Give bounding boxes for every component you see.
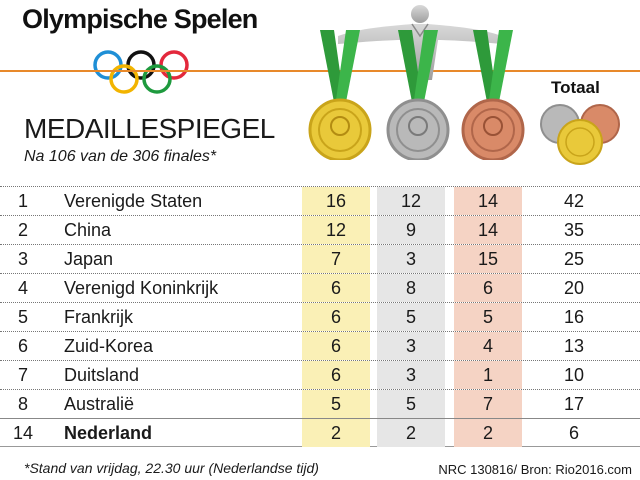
bronze-count-cell: 1 <box>454 361 522 389</box>
country-cell: Nederland <box>64 423 153 443</box>
table-row: 5 Frankrijk 6 5 5 16 <box>0 302 640 331</box>
rank-cell: 6 <box>17 336 28 356</box>
total-count-cell: 42 <box>563 191 585 211</box>
table-row: 6 Zuid-Korea 6 3 4 13 <box>0 331 640 360</box>
total-count-cell: 17 <box>563 394 585 414</box>
silver-count-cell: 3 <box>377 332 445 360</box>
gold-count-cell: 6 <box>302 274 370 302</box>
rank-cell: 14 <box>12 423 34 443</box>
table-row: 3 Japan 7 3 15 25 <box>0 244 640 273</box>
total-count-cell: 6 <box>568 423 579 443</box>
total-count-cell: 10 <box>563 365 585 385</box>
silver-count-cell: 3 <box>377 245 445 273</box>
gold-count-cell: 6 <box>302 361 370 389</box>
bronze-count-cell: 5 <box>454 303 522 331</box>
total-count-cell: 16 <box>563 307 585 327</box>
header-divider <box>0 70 640 72</box>
olympic-rings-icon <box>93 50 189 94</box>
medal-table: 1 Verenigde Staten 16 12 14 42 2 China 12 9 14 35 3 J… <box>0 186 640 447</box>
rank-cell: 4 <box>17 278 28 298</box>
footnote: *Stand van vrijdag, 22.30 uur (Nederland… <box>24 460 319 476</box>
country-cell: Verenigde Staten <box>64 191 203 211</box>
bronze-count-cell: 14 <box>454 216 522 244</box>
total-count-cell: 13 <box>563 336 585 356</box>
page-title: Olympische Spelen <box>22 4 258 34</box>
silver-count-cell: 9 <box>377 216 445 244</box>
rank-cell: 8 <box>17 394 28 414</box>
table-row: 7 Duitsland 6 3 1 10 <box>0 360 640 389</box>
bronze-count-cell: 6 <box>454 274 522 302</box>
gold-count-cell: 16 <box>302 187 370 215</box>
rank-cell: 3 <box>17 249 28 269</box>
gold-medal-icon <box>308 30 372 160</box>
rank-cell: 2 <box>17 220 28 240</box>
gold-count-cell: 12 <box>302 216 370 244</box>
bronze-count-cell: 2 <box>454 419 522 447</box>
gold-count-cell: 2 <box>302 419 370 447</box>
silver-count-cell: 5 <box>377 303 445 331</box>
silver-medal-icon <box>386 30 450 160</box>
gold-count-cell: 6 <box>302 332 370 360</box>
totaal-label: Totaal <box>551 78 600 97</box>
rank-cell: 1 <box>17 191 28 211</box>
gold-count-cell: 7 <box>302 245 370 273</box>
gold-count-cell: 5 <box>302 390 370 418</box>
total-count-cell: 20 <box>563 278 585 298</box>
table-row: 2 China 12 9 14 35 <box>0 215 640 244</box>
table-row: 4 Verenigd Koninkrijk 6 8 6 20 <box>0 273 640 302</box>
bronze-count-cell: 15 <box>454 245 522 273</box>
silver-count-cell: 8 <box>377 274 445 302</box>
medal-stack-icon <box>540 104 620 165</box>
table-row: 8 Australië 5 5 7 17 <box>0 389 640 418</box>
rank-cell: 5 <box>17 307 28 327</box>
country-cell: Verenigd Koninkrijk <box>64 278 219 298</box>
country-cell: Australië <box>64 394 135 414</box>
chart-subtitle-note: Na 106 van de 306 finales* <box>24 148 217 165</box>
silver-count-cell: 5 <box>377 390 445 418</box>
country-cell: Duitsland <box>64 365 140 385</box>
country-cell: Frankrijk <box>64 307 134 327</box>
christ-the-redeemer-statue-icon <box>338 5 502 80</box>
table-row: 1 Verenigde Staten 16 12 14 42 <box>0 186 640 215</box>
source-credit: NRC 130816/ Bron: Rio2016.com <box>438 462 632 477</box>
country-cell: China <box>64 220 112 240</box>
bronze-medal-icon <box>461 30 525 160</box>
total-count-cell: 25 <box>563 249 585 269</box>
silver-count-cell: 3 <box>377 361 445 389</box>
bronze-count-cell: 14 <box>454 187 522 215</box>
chart-subtitle: MEDAILLESPIEGEL <box>24 113 275 144</box>
table-row: 14 Nederland 2 2 2 6 <box>0 418 640 447</box>
rank-cell: 7 <box>17 365 28 385</box>
total-count-cell: 35 <box>563 220 585 240</box>
silver-count-cell: 2 <box>377 419 445 447</box>
bronze-count-cell: 4 <box>454 332 522 360</box>
gold-count-cell: 6 <box>302 303 370 331</box>
country-cell: Japan <box>64 249 114 269</box>
bronze-count-cell: 7 <box>454 390 522 418</box>
country-cell: Zuid-Korea <box>64 336 154 356</box>
silver-count-cell: 12 <box>377 187 445 215</box>
